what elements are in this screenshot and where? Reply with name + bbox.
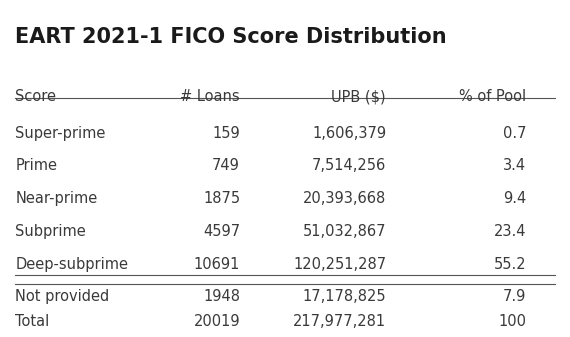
Text: 0.7: 0.7 [503,125,527,141]
Text: % of Pool: % of Pool [459,89,527,104]
Text: 9.4: 9.4 [503,191,527,206]
Text: 1948: 1948 [203,289,240,304]
Text: 159: 159 [212,125,240,141]
Text: 10691: 10691 [194,257,240,272]
Text: 7.9: 7.9 [503,289,527,304]
Text: Not provided: Not provided [15,289,109,304]
Text: 120,251,287: 120,251,287 [293,257,386,272]
Text: Total: Total [15,314,50,329]
Text: # Loans: # Loans [181,89,240,104]
Text: 51,032,867: 51,032,867 [303,224,386,239]
Text: 1875: 1875 [203,191,240,206]
Text: 23.4: 23.4 [494,224,527,239]
Text: Score: Score [15,89,56,104]
Text: EART 2021-1 FICO Score Distribution: EART 2021-1 FICO Score Distribution [15,27,447,47]
Text: Near-prime: Near-prime [15,191,97,206]
Text: 1,606,379: 1,606,379 [312,125,386,141]
Text: 3.4: 3.4 [503,158,527,173]
Text: 4597: 4597 [203,224,240,239]
Text: 217,977,281: 217,977,281 [293,314,386,329]
Text: UPB ($): UPB ($) [332,89,386,104]
Text: Prime: Prime [15,158,58,173]
Text: 7,514,256: 7,514,256 [312,158,386,173]
Text: 17,178,825: 17,178,825 [303,289,386,304]
Text: 100: 100 [499,314,527,329]
Text: Subprime: Subprime [15,224,86,239]
Text: 55.2: 55.2 [494,257,527,272]
Text: 20019: 20019 [193,314,240,329]
Text: Super-prime: Super-prime [15,125,106,141]
Text: 749: 749 [212,158,240,173]
Text: Deep-subprime: Deep-subprime [15,257,128,272]
Text: 20,393,668: 20,393,668 [303,191,386,206]
